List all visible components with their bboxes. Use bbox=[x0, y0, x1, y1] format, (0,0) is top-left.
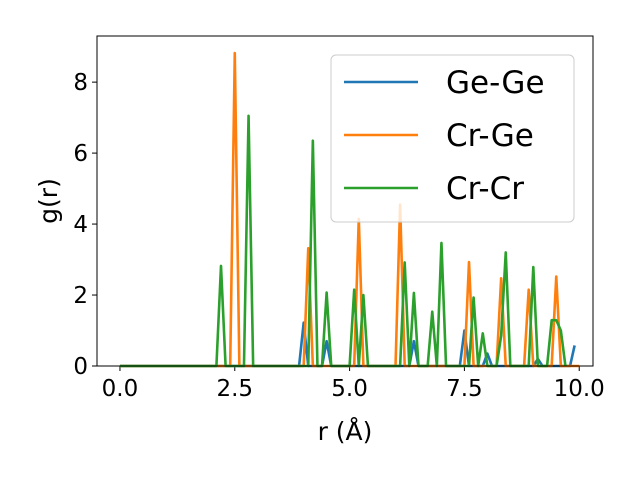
y-tick-label: 6 bbox=[73, 141, 88, 167]
legend-label: Cr-Cr bbox=[446, 171, 524, 207]
x-tick-label: 10.0 bbox=[554, 376, 605, 402]
y-tick-label: 8 bbox=[73, 70, 88, 96]
legend-label: Ge-Ge bbox=[446, 65, 545, 101]
x-axis-ticks: 0.0 2.5 5.0 7.5 10.0 bbox=[102, 366, 605, 402]
legend-box bbox=[330, 54, 575, 223]
y-tick-label: 2 bbox=[73, 283, 88, 309]
plot-frame bbox=[96, 35, 594, 367]
legend: Ge-Ge Cr-Ge Cr-Cr bbox=[330, 54, 575, 223]
y-tick-label: 0 bbox=[73, 354, 88, 380]
x-tick-label: 0.0 bbox=[102, 376, 139, 402]
legend-label: Cr-Ge bbox=[446, 118, 534, 154]
x-axis-label: r (Å) bbox=[318, 417, 373, 446]
x-tick-label: 7.5 bbox=[446, 376, 483, 402]
x-tick-label: 2.5 bbox=[216, 376, 253, 402]
y-axis-label: g(r) bbox=[34, 178, 63, 224]
y-tick-label: 4 bbox=[73, 212, 88, 238]
y-axis-ticks: 0 2 4 6 8 bbox=[73, 70, 97, 380]
x-tick-label: 5.0 bbox=[331, 376, 368, 402]
